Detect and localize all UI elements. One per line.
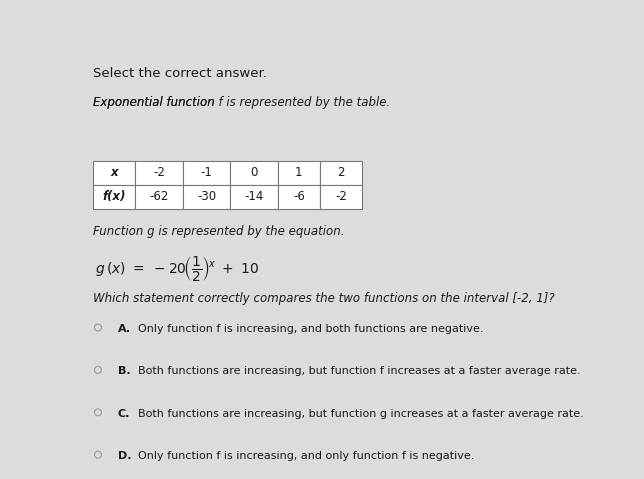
Text: Which statement correctly compares the two functions on the interval [-2, 1]?: Which statement correctly compares the t… <box>93 292 554 305</box>
Text: 0: 0 <box>251 166 258 179</box>
Text: D.: D. <box>118 451 131 461</box>
Bar <box>135 161 183 185</box>
Text: 1: 1 <box>295 166 303 179</box>
Text: Both functions are increasing, but function f increases at a faster average rate: Both functions are increasing, but funct… <box>138 366 580 376</box>
Bar <box>278 185 320 209</box>
Bar <box>320 185 363 209</box>
Text: -62: -62 <box>149 190 169 203</box>
Bar <box>93 185 135 209</box>
Text: f(x): f(x) <box>102 190 126 203</box>
Text: C.: C. <box>118 409 130 419</box>
Text: Only function f is increasing, and only function f is negative.: Only function f is increasing, and only … <box>138 451 474 461</box>
Bar <box>183 161 231 185</box>
Bar <box>135 185 183 209</box>
Text: -14: -14 <box>244 190 263 203</box>
Text: 2: 2 <box>337 166 345 179</box>
Text: Both functions are increasing, but function g increases at a faster average rate: Both functions are increasing, but funct… <box>138 409 583 419</box>
Text: Function g is represented by the equation.: Function g is represented by the equatio… <box>93 225 345 238</box>
Text: -2: -2 <box>153 166 165 179</box>
Text: Exponential function f is represented by the table.: Exponential function f is represented by… <box>93 96 390 109</box>
Bar <box>93 161 135 185</box>
Text: $g\,(x)\ =\ -20\!\left(\dfrac{1}{2}\right)^{\!x}\ +\ 10$: $g\,(x)\ =\ -20\!\left(\dfrac{1}{2}\righ… <box>95 254 260 283</box>
Text: -30: -30 <box>197 190 216 203</box>
Text: x: x <box>110 166 118 179</box>
Bar <box>231 161 278 185</box>
Text: A.: A. <box>118 324 131 334</box>
Text: -1: -1 <box>200 166 213 179</box>
Bar <box>278 161 320 185</box>
Bar <box>183 185 231 209</box>
Text: B.: B. <box>118 366 131 376</box>
Text: -2: -2 <box>336 190 347 203</box>
Bar <box>320 161 363 185</box>
Text: -6: -6 <box>293 190 305 203</box>
Text: Only function f is increasing, and both functions are negative.: Only function f is increasing, and both … <box>138 324 484 334</box>
Text: Select the correct answer.: Select the correct answer. <box>93 67 267 80</box>
Text: Exponential function: Exponential function <box>93 96 218 109</box>
Bar <box>231 185 278 209</box>
